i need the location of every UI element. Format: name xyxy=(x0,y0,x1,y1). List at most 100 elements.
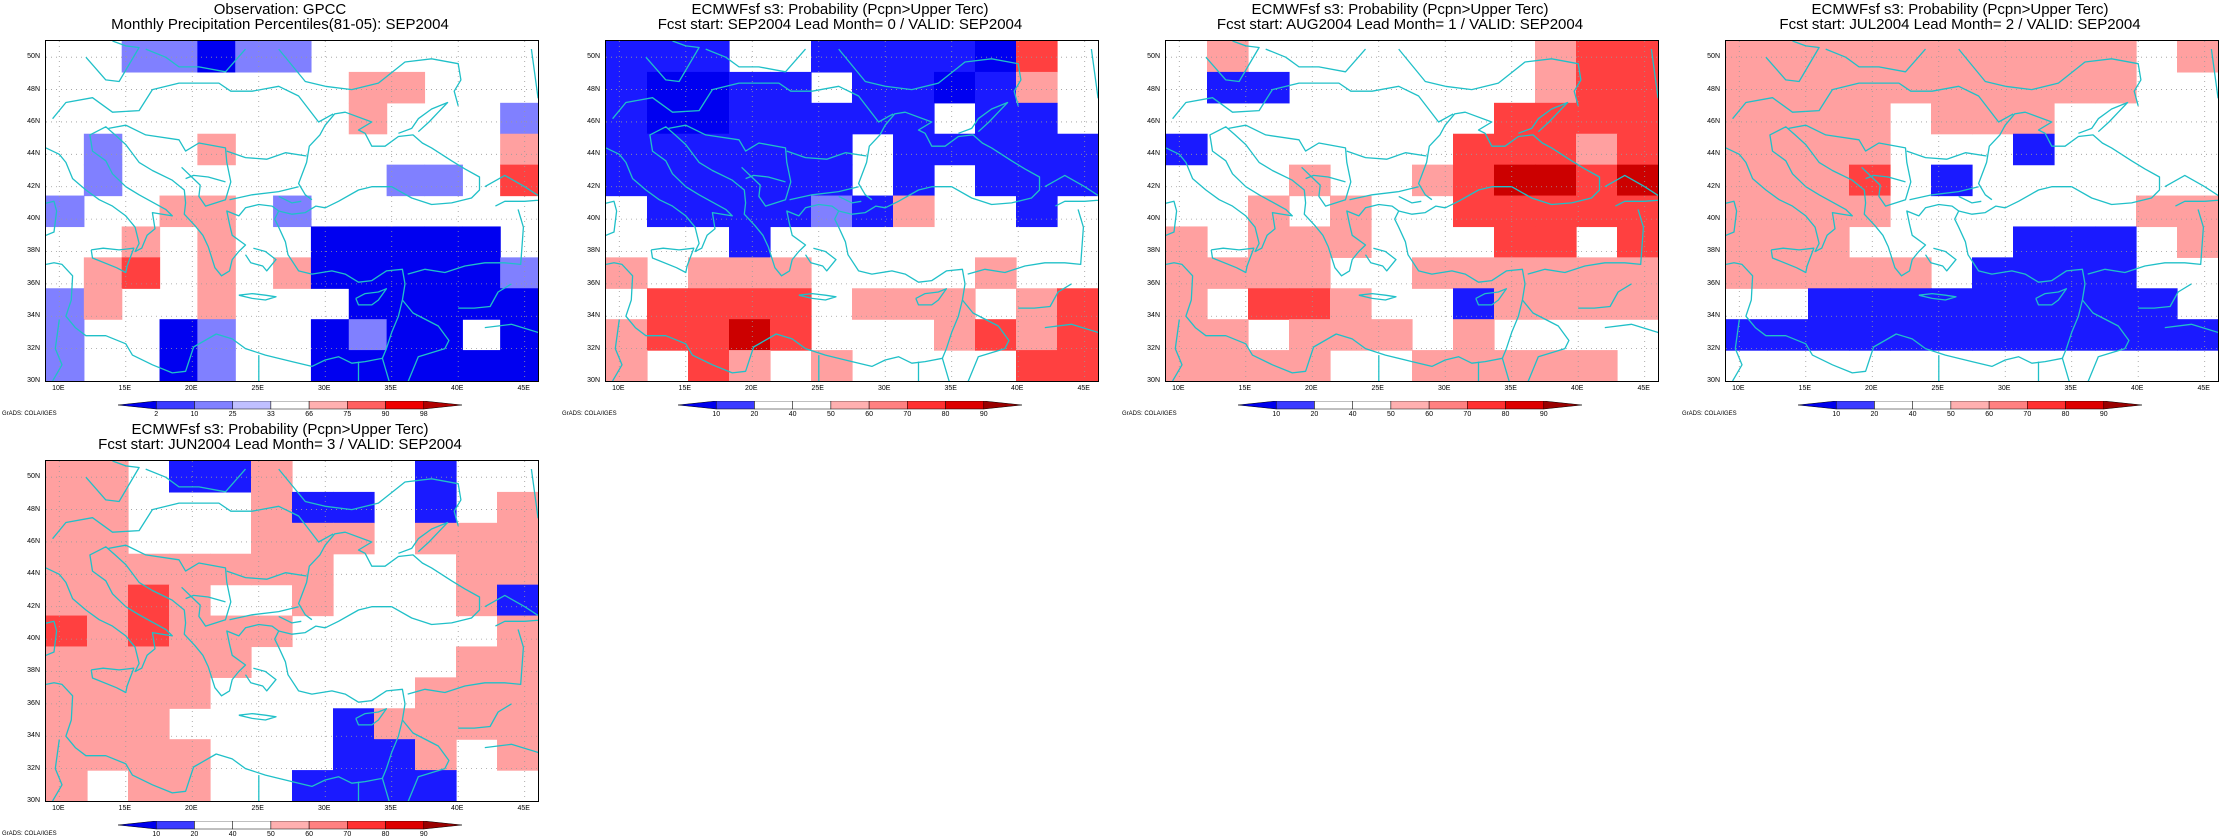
colorbar xyxy=(117,401,463,410)
colorbar-tick-label: 20 xyxy=(1310,411,1319,418)
grid-cell xyxy=(1535,226,1577,258)
coastline xyxy=(1726,126,2086,374)
grid-cell xyxy=(1330,319,1372,351)
grid-cell xyxy=(462,350,501,381)
grid-cell xyxy=(1535,288,1577,320)
grid-cell xyxy=(1289,319,1331,351)
panel-title-line2: Fcst start: JUL2004 Lead Month= 2 / VALI… xyxy=(1779,16,2141,33)
colorbar-segment xyxy=(385,821,425,830)
coastline xyxy=(1521,299,1570,381)
grid-cell xyxy=(251,461,293,493)
coastline xyxy=(786,150,867,160)
grid-cell xyxy=(87,615,129,648)
coastline xyxy=(1305,174,1346,183)
coastline xyxy=(85,41,140,83)
coastline xyxy=(1578,283,1632,309)
grid-cell xyxy=(852,195,894,228)
grid-cell xyxy=(893,102,935,135)
grid-cell xyxy=(197,226,236,258)
lat-tick-label: 50N xyxy=(1707,53,1720,61)
grid-cell xyxy=(852,102,894,135)
colorbar-tick-label: 60 xyxy=(305,831,313,838)
grid-cell xyxy=(197,319,236,351)
grid-cell xyxy=(500,319,538,351)
colorbar-tick-label: 20 xyxy=(190,831,199,838)
grid-cell xyxy=(606,71,648,104)
grid-cell xyxy=(811,102,853,135)
lat-tick-label: 44N xyxy=(27,570,40,578)
grid-cell xyxy=(462,226,501,258)
grid-cell xyxy=(1849,164,1891,197)
grid-cell xyxy=(169,584,211,617)
colorbar-tick-label: 80 xyxy=(381,831,390,838)
lat-tick-label: 44N xyxy=(27,150,40,158)
lat-tick-label: 30N xyxy=(587,377,600,384)
coastline xyxy=(278,468,462,526)
coastline xyxy=(278,195,302,204)
coastline xyxy=(650,247,695,274)
lon-tick-label: 25E xyxy=(251,805,264,812)
grid-cell xyxy=(2054,41,2096,73)
lat-tick-label: 48N xyxy=(1147,85,1160,93)
colorbar-tick-label: 66 xyxy=(305,411,313,418)
grid-cell xyxy=(1767,133,1809,166)
colorbar-segment xyxy=(2065,401,2105,410)
grid-cell xyxy=(1016,288,1058,320)
map-svg xyxy=(46,41,538,381)
colorbar-tick-label: 70 xyxy=(903,411,912,418)
grid-cell xyxy=(893,164,935,197)
grid-cell xyxy=(1808,288,1850,320)
grads-credit: GrADS: COLA/IGES xyxy=(562,411,617,417)
coastline xyxy=(458,703,512,729)
panel-title-line1: ECMWFsf s3: Probability (Pcpn>Upper Terc… xyxy=(691,1,989,18)
grid-cell xyxy=(2054,288,2096,320)
grid-cell xyxy=(1767,164,1809,197)
lat-tick-label: 40N xyxy=(1707,215,1720,223)
grid-cell xyxy=(128,770,170,801)
grid-cell xyxy=(1767,257,1809,289)
grid-cell xyxy=(128,584,170,617)
grid-cell xyxy=(1016,102,1058,135)
lon-tick-label: 35E xyxy=(384,385,397,392)
colorbar-segment xyxy=(1505,401,1545,410)
grid-cell xyxy=(497,522,538,555)
grid-cell xyxy=(852,288,894,320)
grid-cell xyxy=(424,164,463,197)
coastline xyxy=(606,126,966,374)
grid-cell xyxy=(128,677,170,709)
colorbar-tick-label: 50 xyxy=(1946,411,1955,418)
grid-cell xyxy=(46,319,85,351)
lon-tick-label: 25E xyxy=(1931,385,1944,392)
grid-cell xyxy=(292,522,334,555)
coastline xyxy=(838,111,1041,215)
grid-cell xyxy=(292,553,334,586)
colorbar-segment xyxy=(270,401,310,410)
grid-cell xyxy=(128,708,170,740)
grid-cell xyxy=(1617,41,1658,73)
grid-cell xyxy=(688,133,730,166)
lon-tick-label: 20E xyxy=(1305,385,1318,392)
coastline xyxy=(90,247,135,274)
grid-cell xyxy=(424,226,463,258)
colorbar-tick-label: 40 xyxy=(1908,411,1917,418)
grid-cell xyxy=(1453,350,1495,381)
coastline xyxy=(2138,283,2192,309)
grid-cell xyxy=(424,288,463,320)
coastline xyxy=(1726,200,1738,236)
grads-credit: GrADS: COLA/IGES xyxy=(1122,411,1177,417)
map-svg xyxy=(1726,41,2218,381)
lat-tick-label: 36N xyxy=(1147,279,1160,287)
grid-cell xyxy=(348,102,388,135)
colorbar-tick-label: 90 xyxy=(381,411,390,418)
grid-cell xyxy=(1016,350,1058,381)
grid-cell xyxy=(1166,350,1208,381)
coastline xyxy=(2164,174,2218,207)
grid-cell xyxy=(2013,102,2055,135)
grid-cell xyxy=(1057,319,1098,351)
grid-cell xyxy=(606,133,648,166)
coastline xyxy=(915,288,948,306)
grid-cell xyxy=(1535,71,1577,104)
grid-cell xyxy=(87,677,129,709)
grid-cell xyxy=(1248,71,1290,104)
grid-cell xyxy=(83,164,123,197)
